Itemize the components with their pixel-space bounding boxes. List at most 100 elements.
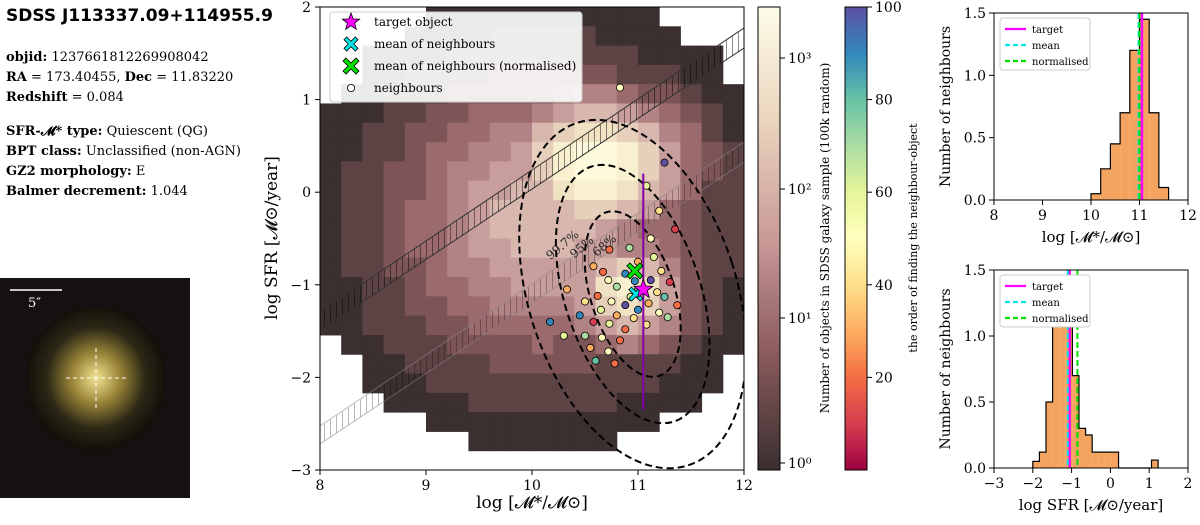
heatmap-cell bbox=[489, 219, 512, 239]
sfr-type-label: SFR-𝓜* type: bbox=[6, 124, 103, 139]
neighbour-point bbox=[653, 288, 662, 297]
heatmap-cell bbox=[680, 84, 703, 104]
hist-legend-box bbox=[999, 274, 1091, 328]
neighbour-point bbox=[660, 158, 669, 167]
heatmap-cell bbox=[722, 103, 744, 124]
heatmap-cell bbox=[320, 277, 342, 297]
hist-bar bbox=[1078, 428, 1086, 468]
y-axis-label: log SFR [𝓜⊙/year] bbox=[262, 156, 282, 320]
heatmap-cell bbox=[362, 161, 385, 182]
heatmap-cell bbox=[383, 180, 406, 201]
heatmap-cell bbox=[468, 412, 491, 432]
heatmap-cell bbox=[616, 392, 639, 413]
heatmap-cell bbox=[510, 392, 533, 413]
heatmap-cell bbox=[468, 277, 491, 297]
hist-y-tick-label: 1.5 bbox=[964, 263, 986, 279]
density-colorbar-label: Number of objects in SDSS galaxy sample … bbox=[818, 63, 832, 414]
heatmap-cell bbox=[659, 238, 681, 259]
dec-label: Dec bbox=[124, 70, 153, 85]
heatmap-cell bbox=[468, 161, 491, 182]
heatmap-cell bbox=[616, 64, 639, 85]
heatmap-cell bbox=[489, 122, 512, 143]
heatmap-cell bbox=[468, 142, 491, 162]
heatmap-cell bbox=[595, 199, 618, 220]
hist-bar bbox=[1120, 112, 1130, 200]
heatmap-cell bbox=[595, 277, 618, 297]
hist-x-tick-label: 2 bbox=[1184, 476, 1193, 492]
neighbour-point bbox=[644, 299, 653, 308]
heatmap-cell bbox=[553, 180, 575, 201]
heatmap-cell bbox=[468, 180, 491, 201]
x-tick-label: 10 bbox=[523, 478, 541, 494]
heatmap-cell bbox=[320, 199, 342, 220]
summary-markers bbox=[626, 173, 654, 410]
order-colorbar-tick-label: 60 bbox=[875, 185, 893, 201]
heatmap-cell bbox=[383, 142, 406, 162]
heatmap-cell bbox=[701, 238, 724, 259]
heatmap-cell bbox=[553, 238, 575, 259]
hist-x-tick-label: 8 bbox=[990, 208, 999, 224]
heatmap-cell bbox=[595, 354, 618, 375]
heatmap-cell bbox=[404, 122, 427, 143]
heatmap-cell bbox=[701, 315, 724, 336]
neighbour-point bbox=[607, 297, 616, 306]
hist-y-tick-label: 1.0 bbox=[964, 329, 986, 345]
heatmap-cell bbox=[489, 277, 512, 297]
heatmap-cell bbox=[468, 103, 491, 124]
heatmap-cell bbox=[468, 296, 491, 317]
x-tick-label: 8 bbox=[316, 478, 325, 494]
heatmap-cell bbox=[341, 103, 363, 124]
heatmap-cell bbox=[426, 103, 448, 124]
galaxy-cutout-image: 5″ bbox=[0, 278, 190, 498]
hist-y-tick-label: 1.5 bbox=[964, 6, 986, 22]
heatmap-cell bbox=[341, 180, 363, 201]
neighbour-point bbox=[612, 311, 621, 320]
heatmap-cell bbox=[553, 392, 575, 413]
neighbour-point bbox=[671, 225, 680, 234]
hist-y-tick-label: 0.0 bbox=[964, 461, 986, 477]
neighbour-point bbox=[646, 276, 655, 285]
hist-bar bbox=[1098, 452, 1106, 468]
heatmap-cell bbox=[489, 161, 512, 182]
heatmap-cell bbox=[468, 373, 491, 394]
heatmap-cell bbox=[341, 238, 363, 259]
objid-row: objid: 1237661812269908042 bbox=[6, 48, 306, 68]
neighbour-point bbox=[562, 285, 571, 294]
heatmap-cell bbox=[680, 354, 703, 375]
heatmap-cell bbox=[404, 315, 427, 336]
neighbour-point bbox=[655, 206, 664, 215]
heatmap-cell bbox=[532, 431, 554, 452]
heatmap-cell bbox=[383, 199, 406, 220]
heatmap-cell bbox=[532, 122, 554, 143]
ra-value: = 173.40455 bbox=[31, 70, 117, 85]
heatmap-cell bbox=[722, 315, 744, 336]
heatmap-cell bbox=[404, 296, 427, 317]
heatmap-cell bbox=[659, 122, 681, 143]
heatmap-cell bbox=[595, 142, 618, 162]
heatmap-cell bbox=[362, 354, 385, 375]
heatmap-cell bbox=[553, 412, 575, 432]
heatmap-cell bbox=[510, 315, 533, 336]
heatmap-cell bbox=[595, 431, 618, 452]
neighbour-point bbox=[612, 282, 621, 291]
order-colorbar-label: the order of finding the neighbour-objec… bbox=[907, 123, 920, 353]
heatmap-cell bbox=[574, 392, 597, 413]
heatmap-cell bbox=[659, 103, 681, 124]
neighbour-point bbox=[559, 331, 568, 340]
heatmap-cell bbox=[616, 161, 639, 182]
neighbour-point bbox=[660, 292, 669, 301]
neighbour-point bbox=[610, 359, 619, 368]
heatmap-cell bbox=[510, 199, 533, 220]
heatmap-cell bbox=[680, 392, 703, 413]
neighbour-point bbox=[546, 317, 555, 326]
order-colorbar-tick-label: 40 bbox=[875, 278, 893, 294]
heatmap-cell bbox=[532, 392, 554, 413]
hist-bar bbox=[1129, 50, 1140, 201]
hist-x-axis-label: log SFR [𝓜⊙/year] bbox=[1019, 496, 1164, 514]
sfr-type-value: Quiescent (QG) bbox=[106, 124, 209, 139]
sfr-histogram: −3 −2 −1 0 1 2 0.0 0.5 1.0 1.5 log SFR [𝓜⊙/year] Nu… bbox=[938, 263, 1192, 514]
heatmap-cell bbox=[532, 412, 554, 432]
neighbour-point bbox=[605, 319, 614, 328]
